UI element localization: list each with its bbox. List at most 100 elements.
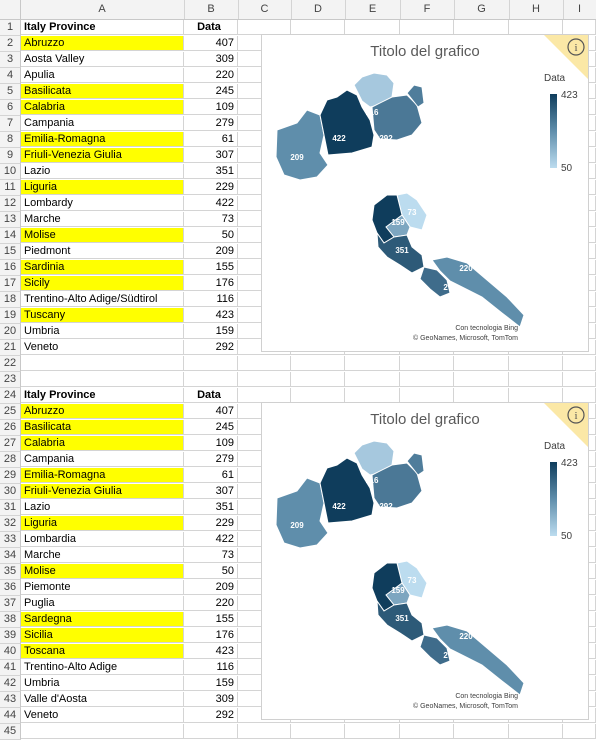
cell-data[interactable]: 422 [184, 532, 238, 547]
cell-data[interactable]: 279 [184, 452, 238, 467]
cell-province[interactable]: Apulia [21, 68, 184, 83]
cell-province[interactable]: Lombardy [21, 196, 184, 211]
cell-data[interactable]: 61 [184, 468, 238, 483]
row-number[interactable]: 7 [0, 116, 21, 132]
cell-data[interactable]: 245 [184, 84, 238, 99]
region-piedmont[interactable] [275, 477, 329, 549]
empty-cell[interactable] [454, 372, 509, 387]
row-number[interactable]: 31 [0, 500, 21, 516]
cell-province[interactable]: Basilicata [21, 84, 184, 99]
row-number[interactable]: 33 [0, 532, 21, 548]
region-friuli[interactable] [406, 452, 425, 476]
column-header-c[interactable]: C [238, 0, 292, 19]
cell-province[interactable]: Italy Province [21, 20, 184, 35]
empty-cell[interactable] [454, 724, 509, 739]
cell-data[interactable]: 422 [184, 196, 238, 211]
cell-data[interactable]: 176 [184, 276, 238, 291]
column-header-b[interactable]: B [184, 0, 239, 19]
row-number[interactable]: 16 [0, 260, 21, 276]
row-number[interactable]: 19 [0, 308, 21, 324]
cell-data[interactable]: 109 [184, 100, 238, 115]
empty-cell[interactable] [400, 388, 454, 403]
cell-province[interactable]: Valle d'Aosta [21, 692, 184, 707]
cell-province[interactable]: Marche [21, 212, 184, 227]
empty-cell[interactable] [563, 20, 596, 35]
region-lazio[interactable] [376, 231, 425, 274]
row-number[interactable]: 17 [0, 276, 21, 292]
cell-data[interactable]: Data [184, 388, 238, 403]
empty-cell[interactable] [238, 20, 291, 35]
cell-data[interactable]: 351 [184, 164, 238, 179]
row-number[interactable]: 34 [0, 548, 21, 564]
empty-cell[interactable] [563, 372, 596, 387]
region-trentino[interactable] [353, 440, 395, 476]
region-campania[interactable] [419, 634, 451, 666]
cell-data[interactable]: 159 [184, 676, 238, 691]
cell-data[interactable]: 279 [184, 116, 238, 131]
row-number[interactable]: 6 [0, 100, 21, 116]
cell-province[interactable]: Italy Province [21, 388, 184, 403]
empty-cell[interactable] [563, 724, 596, 739]
row-number[interactable]: 1 [0, 20, 21, 36]
empty-cell[interactable] [291, 388, 345, 403]
row-number[interactable]: 43 [0, 692, 21, 708]
row-number[interactable]: 32 [0, 516, 21, 532]
empty-cell[interactable] [563, 388, 596, 403]
column-header-g[interactable]: G [454, 0, 510, 19]
cell-province[interactable]: Basilicata [21, 420, 184, 435]
row-number[interactable]: 10 [0, 164, 21, 180]
cell-data[interactable]: 109 [184, 436, 238, 451]
cell-province[interactable]: Molise [21, 564, 184, 579]
cell-data[interactable]: Data [184, 20, 238, 35]
row-number[interactable]: 35 [0, 564, 21, 580]
empty-cell[interactable] [238, 356, 291, 371]
cell-data[interactable]: 50 [184, 564, 238, 579]
cell-province[interactable]: Marche [21, 548, 184, 563]
cell-province[interactable]: Sicily [21, 276, 184, 291]
cell-province[interactable] [21, 724, 184, 739]
cell-data[interactable]: 176 [184, 628, 238, 643]
empty-cell[interactable] [238, 372, 291, 387]
region-apulia[interactable] [431, 624, 525, 696]
empty-cell[interactable] [345, 20, 400, 35]
cell-province[interactable]: Lombardia [21, 532, 184, 547]
region-apulia[interactable] [431, 256, 525, 328]
cell-data[interactable]: 220 [184, 68, 238, 83]
cell-data[interactable]: 50 [184, 228, 238, 243]
cell-province[interactable]: Abruzzo [21, 36, 184, 51]
column-header-f[interactable]: F [400, 0, 455, 19]
empty-cell[interactable] [238, 724, 291, 739]
row-number[interactable]: 28 [0, 452, 21, 468]
cell-data[interactable] [184, 356, 238, 371]
row-number[interactable]: 25 [0, 404, 21, 420]
cell-province[interactable]: Veneto [21, 340, 184, 355]
select-all-corner[interactable] [0, 0, 21, 19]
cell-data[interactable]: 423 [184, 644, 238, 659]
cell-data[interactable]: 229 [184, 180, 238, 195]
cell-province[interactable]: Trentino-Alto Adige [21, 660, 184, 675]
cell-province[interactable]: Emilia-Romagna [21, 132, 184, 147]
region-veneto[interactable] [371, 462, 423, 509]
row-number[interactable]: 9 [0, 148, 21, 164]
empty-cell[interactable] [509, 388, 563, 403]
row-number[interactable]: 2 [0, 36, 21, 52]
empty-cell[interactable] [345, 356, 400, 371]
cell-province[interactable]: Veneto [21, 708, 184, 723]
row-number[interactable]: 13 [0, 212, 21, 228]
row-number[interactable]: 15 [0, 244, 21, 260]
cell-data[interactable]: 155 [184, 612, 238, 627]
empty-cell[interactable] [509, 20, 563, 35]
row-number[interactable]: 38 [0, 612, 21, 628]
empty-cell[interactable] [291, 372, 345, 387]
cell-data[interactable] [184, 372, 238, 387]
region-friuli[interactable] [406, 84, 425, 108]
cell-data[interactable]: 309 [184, 52, 238, 67]
chart-title[interactable]: Titolo del grafico [370, 43, 480, 60]
row-number[interactable]: 3 [0, 52, 21, 68]
row-number[interactable]: 29 [0, 468, 21, 484]
cell-data[interactable] [184, 724, 238, 739]
row-number[interactable]: 4 [0, 68, 21, 84]
column-header-i[interactable]: I [563, 0, 596, 19]
empty-cell[interactable] [400, 356, 454, 371]
cell-province[interactable]: Puglia [21, 596, 184, 611]
